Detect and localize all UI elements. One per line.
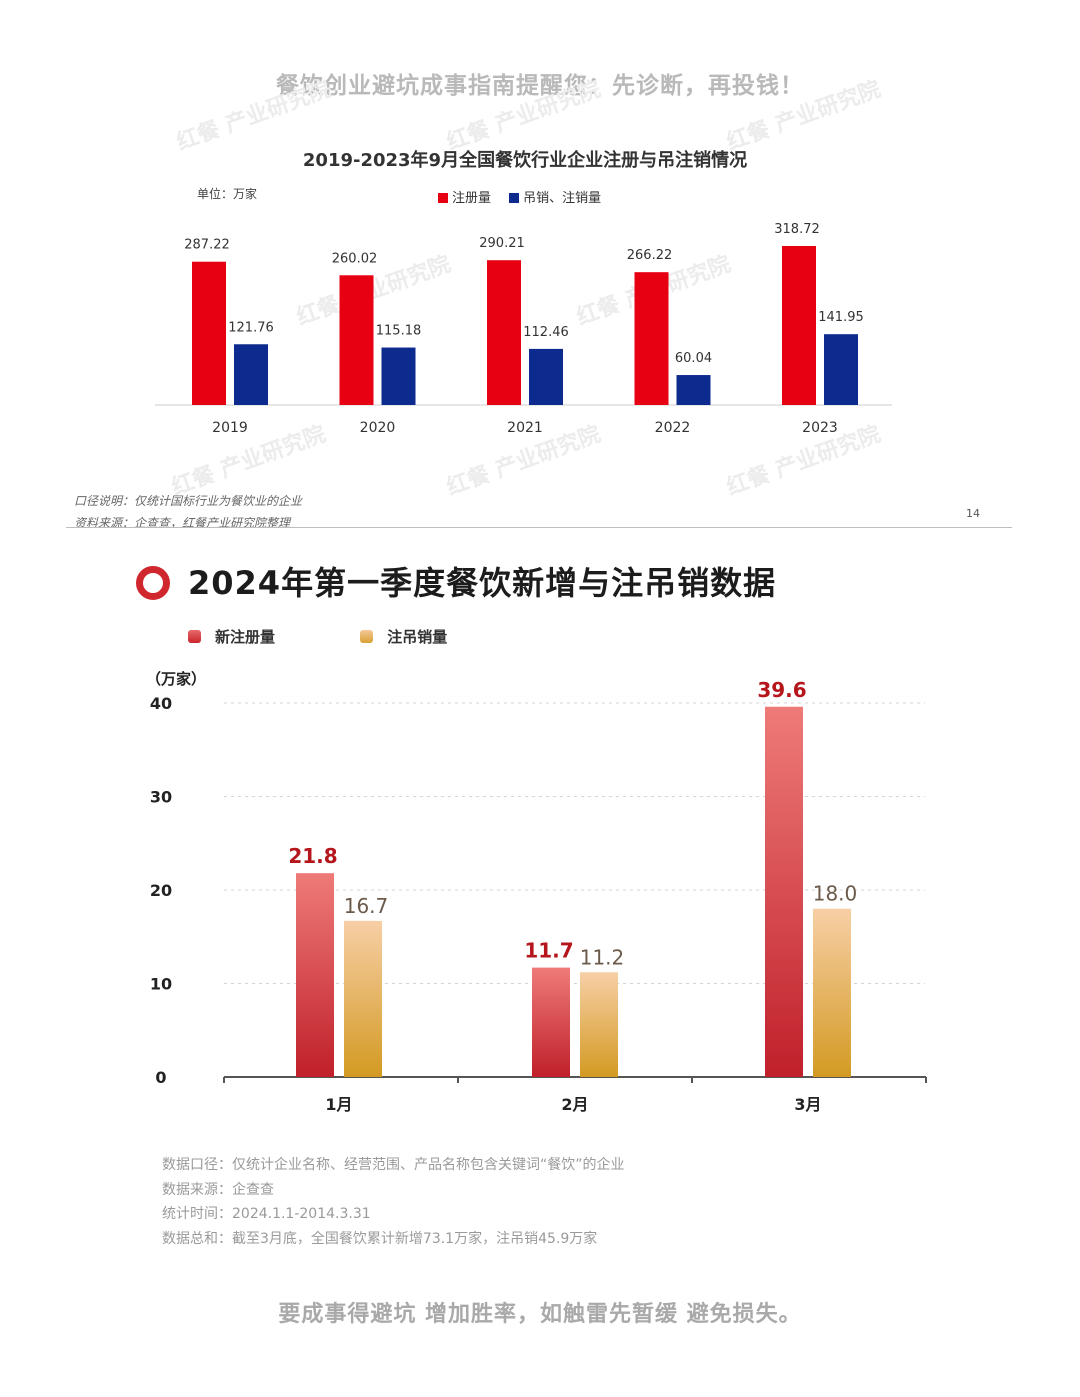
bar-cancel-1月 bbox=[344, 920, 382, 1077]
title-ring-icon bbox=[136, 566, 170, 600]
legend-swatch-register bbox=[438, 193, 448, 203]
chart2-unit-label: （万家） bbox=[146, 670, 207, 688]
bar-cancel-2019 bbox=[234, 344, 268, 405]
label-new-3月: 39.6 bbox=[757, 680, 806, 702]
watermark-text: 红餐 产业研究院 bbox=[723, 76, 884, 156]
label-new-2月: 11.7 bbox=[524, 939, 573, 963]
bar-cancel-3月 bbox=[813, 908, 851, 1077]
label-cancel-2020: 115.18 bbox=[376, 324, 422, 339]
note-source: 数据来源：企查查 bbox=[162, 1181, 274, 1198]
xtick-3月: 3月 bbox=[794, 1095, 821, 1114]
xtick-1月: 1月 bbox=[325, 1095, 352, 1114]
legend-label-cancel2: 注吊销量 bbox=[387, 628, 448, 646]
tick-2021: 2021 bbox=[507, 420, 543, 436]
watermark-text: 红餐 产业研究院 bbox=[168, 421, 329, 501]
label-register-2021: 290.21 bbox=[479, 236, 525, 251]
label-cancel-3月: 18.0 bbox=[813, 882, 858, 906]
bar-cancel-2月 bbox=[580, 972, 618, 1077]
chart1-note-caliber: 口径说明：仅统计国标行业为餐饮业的企业 bbox=[74, 494, 303, 508]
bar-register-2020 bbox=[339, 275, 374, 405]
note-period: 统计时间：2024.1.1-2014.3.31 bbox=[162, 1206, 371, 1222]
bar-register-2023 bbox=[782, 246, 816, 405]
xtick-2月: 2月 bbox=[561, 1095, 588, 1114]
note-caliber: 数据口径：仅统计企业名称、经营范围、产品名称包含关键词“餐饮”的企业 bbox=[162, 1157, 625, 1173]
ytick-30: 30 bbox=[150, 788, 172, 807]
note-summary: 数据总和：截至3月底，全国餐饮累计新增73.1万家，注吊销45.9万家 bbox=[162, 1230, 598, 1247]
legend-item-new: 新注册量 bbox=[188, 626, 275, 647]
legend-swatch-cancel bbox=[509, 193, 520, 203]
top-banner: 餐饮创业避坑成事指南提醒您：先诊断，再投钱！ bbox=[276, 73, 804, 99]
label-cancel-2022: 60.04 bbox=[675, 351, 712, 366]
tick-2020: 2020 bbox=[360, 420, 396, 436]
label-cancel-1月: 16.7 bbox=[344, 894, 389, 918]
bar-cancel-2022 bbox=[676, 375, 711, 405]
ytick-10: 10 bbox=[150, 975, 172, 994]
bar-register-2021 bbox=[487, 260, 521, 405]
label-cancel-2月: 11.2 bbox=[580, 945, 625, 969]
legend-label-register: 注册量 bbox=[452, 191, 492, 206]
bar-new-3月 bbox=[765, 706, 803, 1077]
ytick-20: 20 bbox=[150, 881, 172, 900]
chart2-legend: 新注册量 注吊销量 bbox=[188, 626, 527, 647]
bar-new-1月 bbox=[296, 873, 334, 1077]
ytick-40: 40 bbox=[150, 694, 172, 713]
chart1-legend: 注册量 吊销、注销量 bbox=[438, 187, 615, 206]
tick-2019: 2019 bbox=[212, 420, 248, 436]
legend-swatch-new bbox=[188, 630, 201, 643]
legend-item-cancel2: 注吊销量 bbox=[360, 626, 447, 647]
legend-item-cancel: 吊销、注销量 bbox=[509, 191, 601, 206]
chart2-notes: 数据口径：仅统计企业名称、经营范围、产品名称包含关键词“餐饮”的企业 数据来源：… bbox=[162, 1153, 625, 1251]
bar-cancel-2023 bbox=[824, 334, 858, 405]
ytick-0: 0 bbox=[155, 1068, 166, 1087]
legend-label-cancel: 吊销、注销量 bbox=[523, 191, 602, 206]
chart2-plot: 0 10 20 30 40 21.8 16.7 1月 11.7 11.2 2月 39.6 18.0 3月 bbox=[150, 680, 927, 1114]
label-cancel-2021: 112.46 bbox=[523, 325, 569, 340]
chart1-note-source: 资料来源：企查查，红餐产业研究院整理 bbox=[74, 516, 291, 530]
watermark-text: 红餐 产业研究院 bbox=[173, 76, 334, 156]
label-register-2019: 287.22 bbox=[184, 238, 230, 253]
legend-label-new: 新注册量 bbox=[215, 628, 276, 646]
label-cancel-2019: 121.76 bbox=[228, 320, 274, 335]
label-register-2022: 266.22 bbox=[627, 248, 673, 263]
legend-item-register: 注册量 bbox=[438, 191, 491, 206]
bar-cancel-2021 bbox=[529, 348, 563, 405]
tick-2022: 2022 bbox=[655, 420, 691, 436]
watermark-text: 红餐 产业研究院 bbox=[443, 76, 604, 156]
tick-2023: 2023 bbox=[802, 420, 838, 436]
label-cancel-2023: 141.95 bbox=[818, 310, 864, 325]
chart1-title: 2019-2023年9月全国餐饮行业企业注册与吊注销情况 bbox=[302, 150, 748, 171]
section-divider bbox=[66, 527, 1012, 528]
bar-cancel-2020 bbox=[381, 347, 416, 405]
chart1-unit-label: 单位：万家 bbox=[197, 187, 258, 201]
bar-new-2月 bbox=[532, 967, 570, 1077]
label-register-2023: 318.72 bbox=[774, 222, 820, 237]
label-register-2020: 260.02 bbox=[332, 251, 378, 266]
bar-register-2022 bbox=[634, 272, 669, 405]
bar-register-2019 bbox=[192, 261, 226, 405]
page-number: 14 bbox=[966, 507, 980, 520]
chart2-title: 2024年第一季度餐饮新增与注吊销数据 bbox=[188, 564, 777, 602]
legend-swatch-cancel2 bbox=[360, 630, 374, 643]
label-new-1月: 21.8 bbox=[288, 844, 337, 868]
bottom-banner: 要成事得避坑 增加胜率，如触雷先暂缓 避免损失。 bbox=[278, 1302, 802, 1327]
